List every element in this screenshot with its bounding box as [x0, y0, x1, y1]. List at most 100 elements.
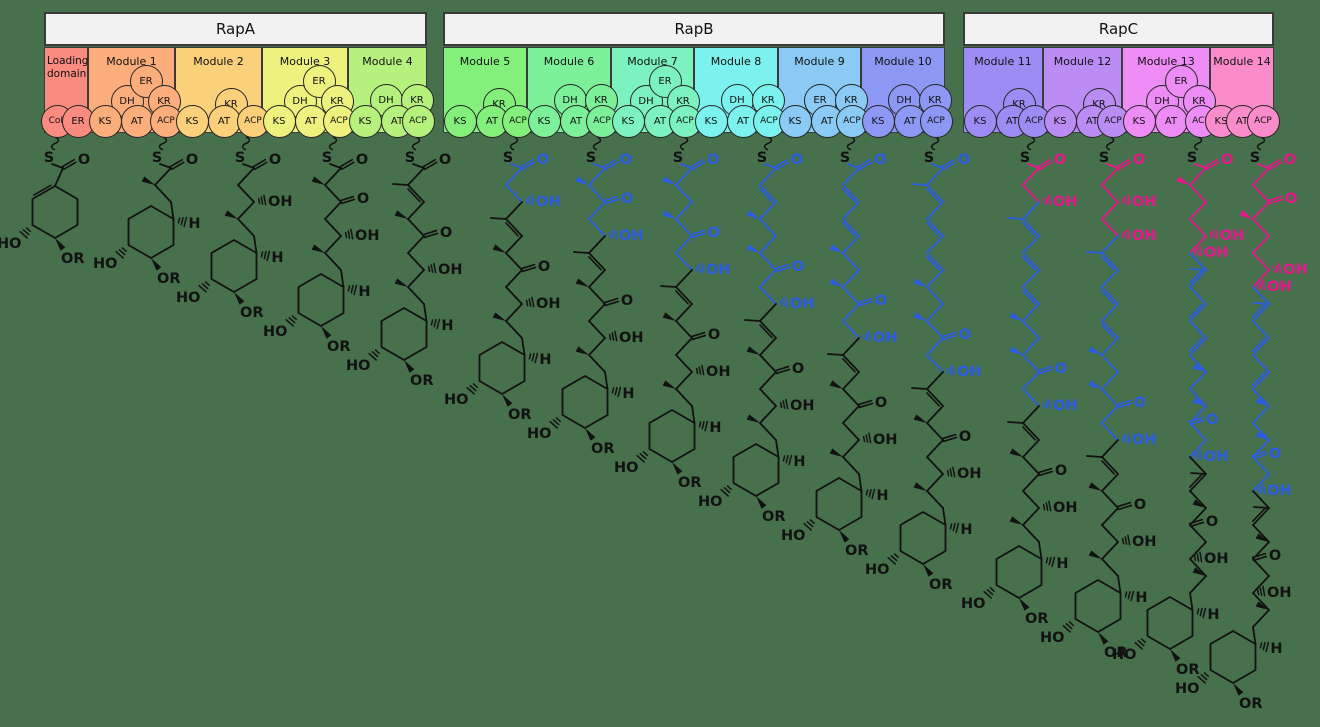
- atom-label: OR: [929, 577, 953, 593]
- domain-circle-acp: ACP: [1246, 104, 1280, 138]
- acp-thioester-squiggle: [1105, 136, 1115, 151]
- atom-label: O: [1206, 514, 1218, 530]
- atom-label: O: [356, 152, 368, 168]
- atom-label: OH: [790, 398, 814, 414]
- atom-label: OR: [327, 339, 351, 355]
- module-label: Module 9: [794, 55, 845, 68]
- atom-label: S: [235, 150, 245, 166]
- atom-label: O: [538, 259, 550, 275]
- domain-circle-acp: ACP: [668, 104, 702, 138]
- atom-label: S: [1250, 150, 1260, 166]
- cyclohexane-ring: H HO OR: [527, 371, 635, 457]
- acp-thioester-squiggle: [241, 136, 251, 151]
- atom-label: OH: [1204, 449, 1228, 465]
- atom-label: HO: [346, 358, 370, 374]
- atom-label: OH: [536, 194, 560, 210]
- domain-circle-ks: KS: [694, 104, 728, 138]
- atom-label: H: [1270, 641, 1282, 657]
- atom-label: O: [959, 327, 971, 343]
- domain-circle-acp: ACP: [149, 104, 183, 138]
- module-label: Module 7: [627, 55, 678, 68]
- atom-label: OR: [1239, 696, 1263, 712]
- atom-label: OH: [268, 194, 292, 210]
- atom-label: O: [620, 152, 632, 168]
- atom-label: O: [1133, 152, 1145, 168]
- atom-label: O: [1206, 412, 1218, 428]
- protein-title: RapA: [215, 20, 256, 38]
- protein-header-rapc: RapC: [963, 12, 1274, 46]
- domain-circle-ks: KS: [778, 104, 812, 138]
- domain-circle-at: AT: [207, 104, 241, 138]
- structure-module-5: S O OH O OH H HO OR: [444, 136, 560, 423]
- atom-label: OR: [61, 251, 85, 267]
- domain-circle-acp: ACP: [919, 104, 953, 138]
- acp-thioester-squiggle: [158, 136, 168, 151]
- atom-label: O: [875, 293, 887, 309]
- atom-label: S: [1020, 150, 1030, 166]
- atom-label: S: [586, 150, 596, 166]
- atom-label: HO: [614, 460, 638, 476]
- domain-circle-ks: KS: [175, 104, 209, 138]
- atom-label: H: [539, 352, 551, 368]
- atom-label: S: [757, 150, 767, 166]
- acp-thioester-squiggle: [50, 136, 60, 151]
- acp-thioester-squiggle: [763, 136, 773, 151]
- atom-label: OH: [706, 262, 730, 278]
- atom-label: OH: [1283, 262, 1307, 278]
- domain-circle-ks: KS: [1043, 104, 1077, 138]
- atom-label: S: [1187, 150, 1197, 166]
- cyclohexane-ring: H HO OR: [865, 507, 973, 593]
- atom-label: HO: [444, 392, 468, 408]
- atom-label: O: [708, 225, 720, 241]
- atom-label: OH: [619, 330, 643, 346]
- atom-label: OH: [1267, 483, 1291, 499]
- atom-label: O: [874, 152, 886, 168]
- atom-label: S: [503, 150, 513, 166]
- atom-label: O: [537, 152, 549, 168]
- atom-label: H: [441, 318, 453, 334]
- atom-label: OH: [619, 228, 643, 244]
- atom-label: HO: [93, 256, 117, 272]
- module-label: Module 11: [974, 55, 1032, 68]
- atom-label: O: [708, 327, 720, 343]
- atom-label: O: [78, 152, 90, 168]
- cyclohexane-ring: H HO OR: [698, 439, 806, 525]
- atom-label: H: [960, 522, 972, 538]
- module-label: Module 14: [1213, 55, 1271, 68]
- domain-circle-at: AT: [559, 104, 593, 138]
- atom-label: O: [1134, 395, 1146, 411]
- atom-label: O: [1269, 548, 1281, 564]
- atom-label: HO: [865, 562, 889, 578]
- atom-label: O: [792, 361, 804, 377]
- acp-thioester-squiggle: [930, 136, 940, 151]
- atom-label: S: [322, 150, 332, 166]
- atom-label: HO: [961, 596, 985, 612]
- acp-thioester-squiggle: [1026, 136, 1036, 151]
- atom-label: OR: [508, 407, 532, 423]
- atom-label: O: [1284, 152, 1296, 168]
- cyclohexane-ring: H HO OR: [176, 235, 284, 321]
- acp-thioester-squiggle: [411, 136, 421, 151]
- cyclohexane-ring: H HO OR: [961, 541, 1069, 627]
- acp-thioester-squiggle: [679, 136, 689, 151]
- atom-label: OH: [1267, 279, 1291, 295]
- atom-label: S: [673, 150, 683, 166]
- atom-label: HO: [781, 528, 805, 544]
- atom-label: H: [358, 284, 370, 300]
- atom-label: OR: [678, 475, 702, 491]
- module-label: Loading domain: [47, 55, 89, 80]
- atom-label: HO: [1112, 647, 1136, 663]
- domain-circle-ks: KS: [443, 104, 477, 138]
- domain-circle-ks: KS: [88, 104, 122, 138]
- atom-label: O: [186, 152, 198, 168]
- atom-label: OH: [1132, 228, 1156, 244]
- acp-thioester-squiggle: [846, 136, 856, 151]
- atom-label: OR: [762, 509, 786, 525]
